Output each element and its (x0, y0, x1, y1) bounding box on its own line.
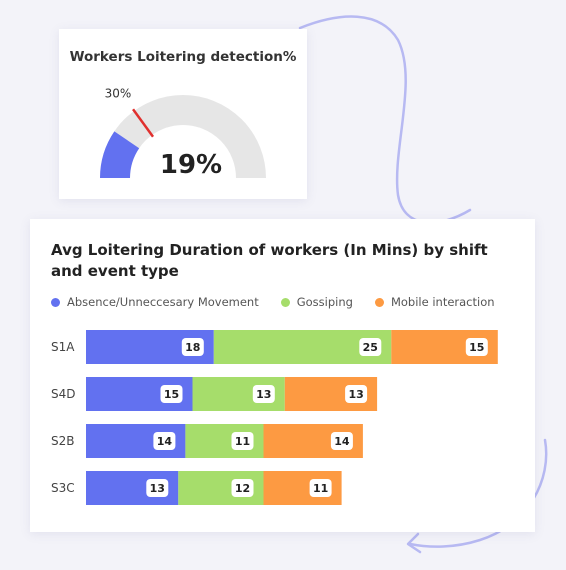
data-label: 13 (150, 482, 165, 495)
data-label-badge (181, 338, 204, 356)
category-label: S1A (51, 340, 75, 354)
legend-item-gossiping: Gossiping (280, 295, 353, 309)
stacked-bar-chart: S1A 18 25 15 S4D 15 13 13 S2B 14 11 14 S3C 13 12 11 (51, 330, 498, 505)
legend-dot-absence (51, 297, 60, 307)
gauge-chart: 30% 19% (100, 87, 266, 180)
gauge-value: 19% (160, 150, 222, 180)
data-label: 13 (348, 388, 363, 401)
gauge-threshold-marker (132, 108, 155, 138)
data-label: 13 (256, 388, 271, 401)
data-label: 15 (164, 388, 179, 401)
data-label-badge (359, 338, 382, 356)
gauge-threshold-label: 30% (105, 87, 132, 101)
category-label: S4D (51, 387, 76, 401)
legend-dot-gossiping (280, 297, 290, 307)
data-label-badge (252, 385, 275, 403)
legend-label-gossiping: Gossiping (296, 295, 353, 309)
data-label-badge (160, 385, 183, 403)
gauge-fill (100, 131, 140, 179)
legend-item-absence: Absence/Unneccesary Movement (51, 295, 259, 309)
data-label: 15 (469, 341, 484, 354)
data-label: 25 (363, 341, 378, 354)
data-label-badge (231, 432, 254, 450)
bar-chart-card: Avg Loitering Duration of workers (In Mi… (30, 219, 535, 532)
data-label: 14 (157, 435, 173, 448)
data-label-badge (146, 479, 169, 497)
data-label-badge (465, 338, 488, 356)
data-label: 11 (313, 482, 328, 495)
gauge-title: Workers Loitering detection% (69, 49, 297, 65)
data-label-badge (309, 479, 332, 497)
bar-chart-title: Avg Loitering Duration of workers (In Mi… (51, 241, 488, 280)
data-label: 12 (235, 482, 250, 495)
data-label: 14 (334, 435, 350, 448)
data-label: 11 (235, 435, 250, 448)
data-label-badge (231, 479, 254, 497)
data-label: 18 (185, 341, 200, 354)
data-label-badge (345, 385, 368, 403)
data-label-badge (330, 432, 353, 450)
category-label: S2B (51, 434, 74, 448)
data-label-badge (153, 432, 176, 450)
gauge-card: Workers Loitering detection% 30% 19% (59, 29, 307, 199)
legend: Absence/Unneccesary Movement Gossiping M… (51, 295, 517, 309)
category-label: S3C (51, 481, 75, 495)
legend-dot-mobile (374, 297, 384, 307)
legend-item-mobile: Mobile interaction (374, 295, 495, 309)
legend-label-mobile: Mobile interaction (390, 295, 495, 309)
legend-label-absence: Absence/Unneccesary Movement (67, 295, 259, 309)
